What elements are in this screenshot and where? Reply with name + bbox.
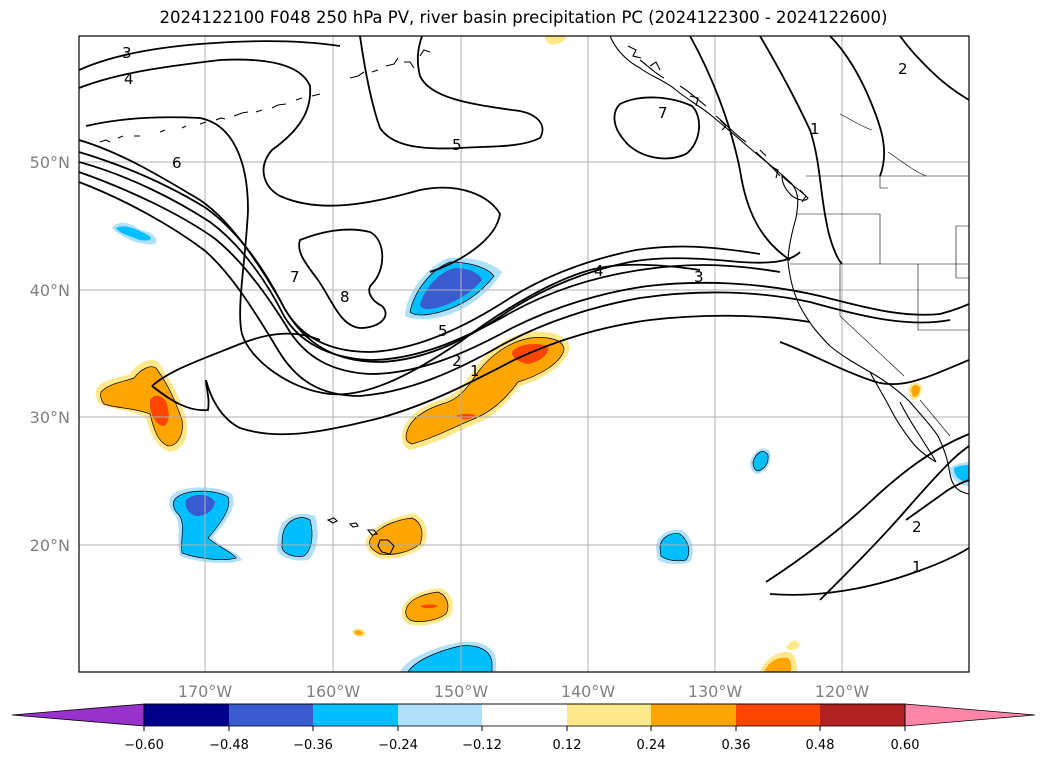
colorbar-segment — [144, 704, 229, 726]
lon-label-120w: 120°W — [815, 682, 870, 701]
pv-contours — [79, 36, 969, 601]
pv-contour-label: 3 — [122, 44, 132, 62]
pv-contour-labels: 3 4 6 7 8 5 2 1 5 4 3 7 2 1 2 1 — [122, 44, 922, 576]
political-borders — [790, 113, 969, 437]
pv-contour-label: 5 — [438, 322, 448, 340]
colorbar-extend-low — [11, 703, 145, 727]
latitude-labels: 50°N 40°N 30°N 20°N — [30, 153, 70, 555]
colorbar-tick-label: 0.12 — [553, 738, 582, 753]
pv-contour-label: 2 — [912, 518, 922, 536]
coastlines — [99, 36, 969, 555]
colorbar-tick-label: 0.36 — [722, 738, 751, 753]
lat-label-20n: 20°N — [30, 536, 70, 555]
map-title: 2024122100 F048 250 hPa PV, river basin … — [159, 8, 888, 27]
pv-contour-label: 1 — [810, 120, 820, 138]
longitude-labels: 170°W 160°W 150°W 140°W 130°W 120°W — [178, 682, 870, 701]
lon-label-150w: 150°W — [434, 682, 489, 701]
precip-shading — [95, 36, 969, 672]
lon-label-160w: 160°W — [306, 682, 361, 701]
pv-contour-label: 3 — [694, 268, 704, 286]
colorbar-tick-label: −0.24 — [378, 738, 418, 753]
lon-label-170w: 170°W — [178, 682, 233, 701]
colorbar-segment — [229, 704, 314, 726]
colorbar-tick-label: −0.48 — [209, 738, 249, 753]
pv-contour-label: 2 — [452, 352, 462, 370]
colorbar-segment — [820, 704, 905, 726]
colorbar-tick-label: 0.48 — [806, 738, 835, 753]
colorbar-tick-label: 0.24 — [637, 738, 666, 753]
map-area: 3 4 6 7 8 5 2 1 5 4 3 7 2 1 2 1 — [79, 36, 969, 672]
lon-label-130w: 130°W — [688, 682, 743, 701]
precip-outlines — [100, 261, 769, 672]
colorbar-segment — [313, 704, 398, 726]
pv-contour-label: 4 — [124, 70, 134, 88]
colorbar-segment — [651, 704, 736, 726]
colorbar-segment — [567, 704, 652, 726]
colorbar-tick-label: 0.60 — [891, 738, 920, 753]
pv-contour-label: 1 — [912, 558, 922, 576]
colorbar-segment — [398, 704, 483, 726]
pv-contour-label: 1 — [470, 362, 480, 380]
map-frame — [78, 35, 970, 673]
pv-contour-label: 6 — [172, 154, 182, 172]
lon-label-140w: 140°W — [561, 682, 616, 701]
colorbar: −0.60 −0.48 −0.36 −0.24 −0.12 0.12 0.24 … — [11, 703, 1036, 753]
pv-contour-label: 4 — [594, 262, 604, 280]
colorbar-tick-label: −0.12 — [462, 738, 502, 753]
lat-label-40n: 40°N — [30, 281, 70, 300]
pv-contour-label: 8 — [340, 288, 350, 306]
lat-label-50n: 50°N — [30, 153, 70, 172]
pv-contour-label: 5 — [452, 136, 462, 154]
lat-label-30n: 30°N — [30, 408, 70, 427]
colorbar-tick-label: −0.36 — [293, 738, 333, 753]
colorbar-tick-label: −0.60 — [124, 738, 164, 753]
pv-contour-label: 7 — [290, 268, 300, 286]
colorbar-segment — [482, 704, 567, 726]
pv-contour-label: 2 — [898, 60, 908, 78]
colorbar-extend-high — [904, 703, 1036, 727]
colorbar-segment — [736, 704, 821, 726]
pv-contour-label: 7 — [658, 104, 668, 122]
